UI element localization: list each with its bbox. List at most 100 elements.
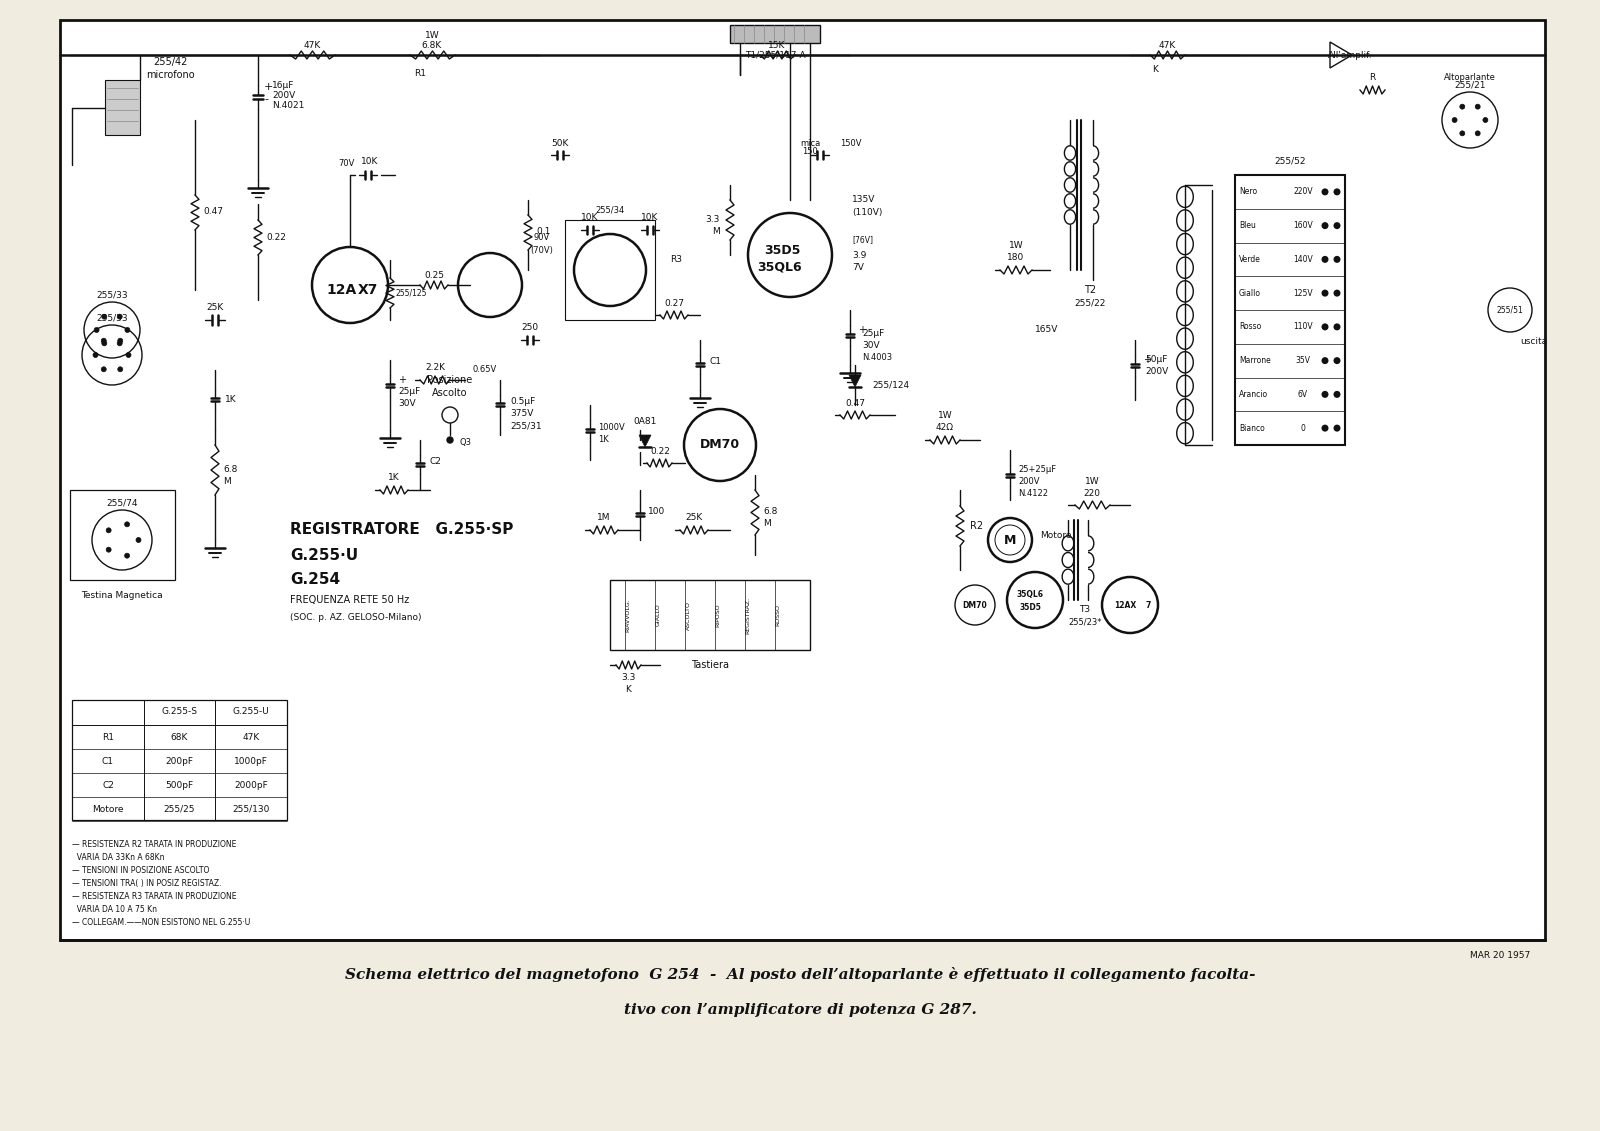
Circle shape <box>1483 118 1488 122</box>
Text: VARIA DA 33Kn A 68Kn: VARIA DA 33Kn A 68Kn <box>72 853 165 862</box>
Text: 10K: 10K <box>581 214 598 223</box>
Text: 200V: 200V <box>1018 477 1040 486</box>
Text: Altoparlante: Altoparlante <box>1445 74 1496 83</box>
Text: 100: 100 <box>648 508 666 517</box>
Text: 0: 0 <box>1301 424 1306 433</box>
Circle shape <box>1333 256 1341 262</box>
Text: 110V: 110V <box>1293 322 1314 331</box>
Text: 35D5: 35D5 <box>763 243 800 257</box>
Text: N.4122: N.4122 <box>1018 490 1048 499</box>
Text: 200V: 200V <box>272 92 296 101</box>
Text: 50µF: 50µF <box>1146 355 1168 364</box>
Text: +: + <box>858 325 866 335</box>
Text: (70V): (70V) <box>531 245 554 254</box>
Circle shape <box>106 528 110 533</box>
Circle shape <box>126 353 131 357</box>
Text: 180: 180 <box>1008 253 1024 262</box>
Text: 16µF: 16µF <box>272 81 294 90</box>
Text: +: + <box>398 375 406 385</box>
Text: 0.5µF: 0.5µF <box>510 397 536 406</box>
Text: 6V: 6V <box>1298 390 1309 399</box>
Circle shape <box>1459 104 1466 110</box>
Circle shape <box>1322 222 1328 230</box>
Text: 255/23*: 255/23* <box>1069 618 1102 627</box>
Text: — TENSIONI TRA( ) IN POSIZ REGISTAZ.: — TENSIONI TRA( ) IN POSIZ REGISTAZ. <box>72 879 221 888</box>
Bar <box>565 221 654 320</box>
Text: 135V: 135V <box>851 196 875 205</box>
Text: 35V: 35V <box>1296 356 1310 365</box>
Text: 1K: 1K <box>598 435 608 444</box>
Text: 200pF: 200pF <box>165 757 194 766</box>
Text: ROSSO: ROSSO <box>776 604 781 625</box>
Text: Ascolto: Ascolto <box>432 388 467 398</box>
Circle shape <box>1333 357 1341 364</box>
Text: MAR 20 1957: MAR 20 1957 <box>1470 950 1530 959</box>
Text: uscita: uscita <box>1520 337 1547 346</box>
Text: 255/74: 255/74 <box>106 499 138 508</box>
Text: 0.22: 0.22 <box>650 447 670 456</box>
Text: VARIA DA 10 A 75 Kn: VARIA DA 10 A 75 Kn <box>72 905 157 914</box>
Text: 255/33: 255/33 <box>96 291 128 300</box>
Text: 1K: 1K <box>226 396 237 405</box>
Text: Nero: Nero <box>1238 188 1258 197</box>
Text: 2.2K: 2.2K <box>426 363 445 372</box>
Text: R3: R3 <box>670 256 682 265</box>
Text: 0.47: 0.47 <box>203 207 222 216</box>
Text: 255/42: 255/42 <box>154 57 187 67</box>
Text: M: M <box>763 519 771 528</box>
Circle shape <box>1333 424 1341 432</box>
Text: R1: R1 <box>414 69 426 78</box>
Circle shape <box>125 521 130 527</box>
Text: 12AX: 12AX <box>1114 601 1136 610</box>
Polygon shape <box>638 435 651 447</box>
Text: Schema elettrico del magnetofono  G 254  -  Al posto dell’altoparlante è effettu: Schema elettrico del magnetofono G 254 -… <box>344 967 1256 983</box>
Text: -: - <box>264 94 269 104</box>
Text: 1M: 1M <box>597 513 611 523</box>
Circle shape <box>117 340 122 346</box>
Text: 6.8: 6.8 <box>763 508 778 517</box>
Text: 255/31: 255/31 <box>510 422 542 431</box>
Text: 0.27: 0.27 <box>664 299 685 308</box>
Text: 255/33: 255/33 <box>96 313 128 322</box>
Bar <box>1235 175 1346 444</box>
Text: 1W: 1W <box>938 412 952 421</box>
Text: 220V: 220V <box>1293 188 1314 197</box>
Text: Giallo: Giallo <box>1238 288 1261 297</box>
Text: 150: 150 <box>802 147 818 156</box>
Text: 375V: 375V <box>510 409 533 418</box>
Text: Q3: Q3 <box>461 439 472 448</box>
Circle shape <box>136 537 141 543</box>
Circle shape <box>1333 391 1341 398</box>
Text: Posizione: Posizione <box>427 375 472 385</box>
Text: 1000pF: 1000pF <box>234 757 267 766</box>
Text: X7: X7 <box>358 283 378 297</box>
Text: 35QL6: 35QL6 <box>1016 590 1043 599</box>
Circle shape <box>1322 357 1328 364</box>
Text: 2000pF: 2000pF <box>234 780 267 789</box>
Text: Motore: Motore <box>93 804 123 813</box>
Text: G.254: G.254 <box>290 572 341 587</box>
Text: 35QL6: 35QL6 <box>758 260 802 274</box>
Text: 250: 250 <box>522 323 539 333</box>
Text: Motore: Motore <box>1040 530 1072 539</box>
Text: 25K: 25K <box>685 513 702 523</box>
Text: Tastiera: Tastiera <box>691 661 730 670</box>
Text: FREQUENZA RETE 50 Hz: FREQUENZA RETE 50 Hz <box>290 595 410 605</box>
Circle shape <box>1459 131 1466 136</box>
Bar <box>70 490 174 580</box>
Text: 1W: 1W <box>424 31 440 40</box>
Text: 12A: 12A <box>326 283 357 297</box>
Text: C2: C2 <box>430 458 442 466</box>
Text: 70V: 70V <box>338 158 354 167</box>
Circle shape <box>118 338 123 343</box>
Circle shape <box>106 547 110 552</box>
Text: 50K: 50K <box>552 138 568 147</box>
Text: 255/124: 255/124 <box>872 380 909 389</box>
Text: +: + <box>1142 355 1150 365</box>
Text: G.255-U: G.255-U <box>232 708 269 717</box>
Circle shape <box>1322 323 1328 330</box>
Text: 500pF: 500pF <box>165 780 194 789</box>
Polygon shape <box>850 375 861 387</box>
Text: DM70: DM70 <box>963 601 987 610</box>
Text: 10K: 10K <box>642 214 659 223</box>
